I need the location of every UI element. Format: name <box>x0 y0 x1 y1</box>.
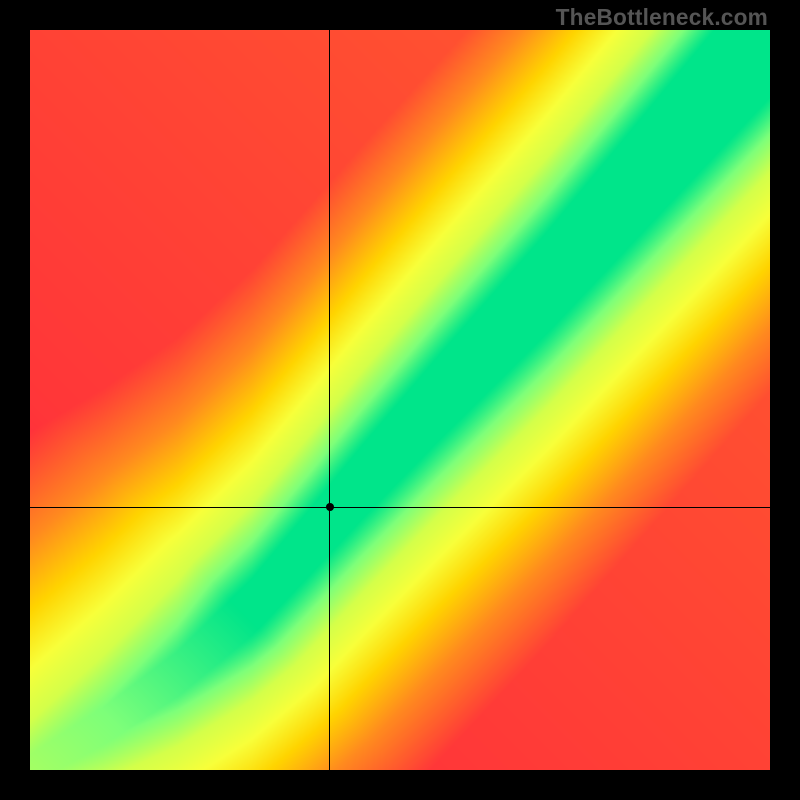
watermark-text: TheBottleneck.com <box>556 4 768 31</box>
bottleneck-heatmap <box>30 30 770 770</box>
crosshair-horizontal <box>30 507 770 508</box>
crosshair-vertical <box>329 30 330 770</box>
crosshair-marker <box>326 503 334 511</box>
chart-container: TheBottleneck.com <box>0 0 800 800</box>
